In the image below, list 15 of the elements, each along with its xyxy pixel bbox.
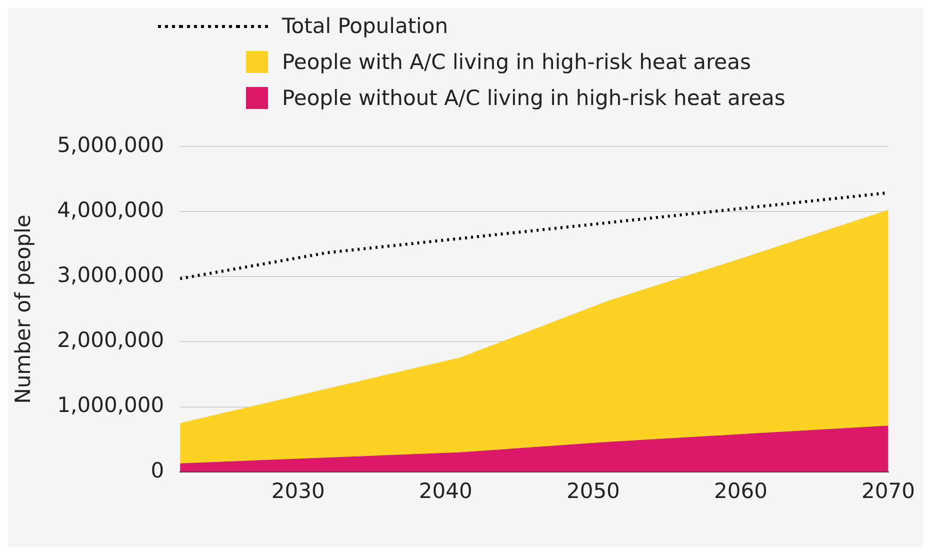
legend-label: Total Population: [282, 14, 448, 38]
legend-label: People with A/C living in high-risk heat areas: [282, 50, 751, 74]
y-tick-label: 5,000,000: [57, 133, 164, 158]
y-tick-label: 1,000,000: [57, 393, 164, 418]
y-tick-label: 4,000,000: [57, 198, 164, 222]
y-tick-label: 0: [150, 458, 164, 482]
x-tick-label: 2030: [271, 478, 325, 503]
x-tick-label: 2050: [566, 478, 620, 503]
legend-label: People without A/C living in high-risk heat areas: [282, 86, 786, 110]
y-tick-label: 2,000,000: [57, 328, 164, 352]
y-tick-label: 3,000,000: [57, 263, 164, 288]
x-tick-label: 2040: [418, 478, 472, 503]
x-tick-label: 2070: [862, 478, 916, 503]
x-tick-label: 2060: [714, 478, 768, 503]
y-axis-title: Number of people: [11, 214, 36, 404]
